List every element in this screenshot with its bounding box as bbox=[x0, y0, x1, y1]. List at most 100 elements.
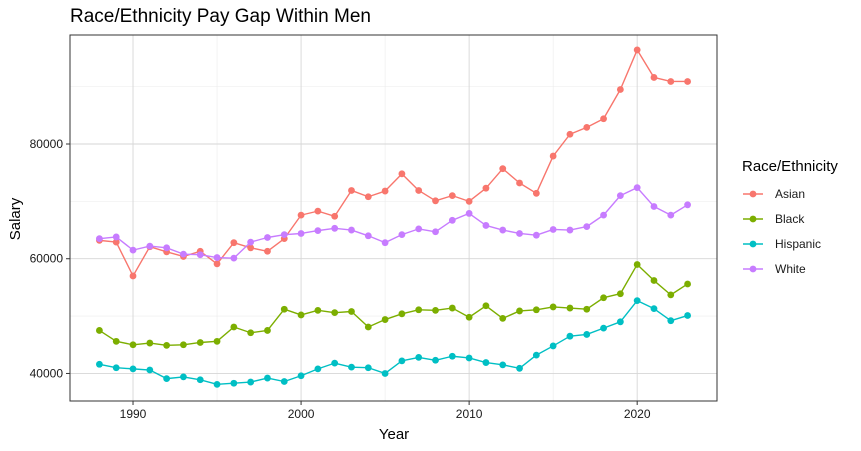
y-axis: 40000 60000 80000 bbox=[30, 137, 70, 380]
data-point-asian bbox=[398, 170, 406, 178]
data-point-white bbox=[600, 211, 607, 219]
data-point-asian bbox=[616, 86, 624, 93]
series-black bbox=[96, 261, 691, 349]
data-point-white bbox=[532, 231, 540, 239]
data-point-hispanic bbox=[549, 342, 557, 350]
data-point-asian bbox=[633, 46, 641, 54]
data-point-asian bbox=[129, 272, 137, 280]
data-point-hispanic bbox=[146, 366, 154, 374]
data-point-asian bbox=[247, 244, 255, 252]
x-axis-title: Year bbox=[379, 426, 409, 443]
data-point-asian bbox=[516, 179, 523, 187]
data-point-white bbox=[415, 225, 423, 233]
data-point-hispanic bbox=[348, 363, 355, 371]
data-point-white bbox=[364, 232, 372, 240]
legend-key-point bbox=[749, 190, 757, 198]
data-point-white bbox=[633, 184, 641, 191]
data-point-black bbox=[163, 341, 171, 349]
data-point-black bbox=[650, 277, 658, 284]
data-point-white bbox=[280, 231, 288, 239]
data-point-white bbox=[616, 192, 624, 200]
data-point-black bbox=[96, 327, 103, 334]
data-point-black bbox=[667, 291, 675, 299]
data-point-hispanic bbox=[516, 364, 523, 372]
legend-item-black: Black bbox=[743, 212, 805, 226]
data-point-black bbox=[247, 329, 255, 337]
data-point-white bbox=[432, 228, 439, 236]
grid bbox=[70, 35, 717, 401]
data-point-black bbox=[364, 323, 372, 331]
data-point-hispanic bbox=[280, 378, 288, 385]
data-point-hispanic bbox=[583, 331, 591, 338]
data-point-black bbox=[297, 311, 305, 319]
data-point-hispanic bbox=[684, 312, 691, 319]
data-point-black bbox=[213, 337, 221, 345]
data-point-asian bbox=[297, 211, 305, 219]
data-point-hispanic bbox=[650, 305, 658, 313]
data-point-asian bbox=[566, 130, 574, 138]
data-point-hispanic bbox=[314, 365, 322, 373]
data-point-black bbox=[280, 305, 288, 313]
y-tick-label: 80000 bbox=[30, 137, 64, 151]
data-point-white bbox=[499, 226, 507, 234]
data-point-black bbox=[482, 302, 490, 310]
legend-key-point bbox=[749, 240, 757, 248]
data-point-white bbox=[213, 254, 221, 261]
data-point-hispanic bbox=[448, 352, 456, 360]
data-point-hispanic bbox=[616, 318, 624, 326]
data-point-black bbox=[331, 309, 339, 317]
data-point-black bbox=[465, 313, 473, 321]
data-point-black bbox=[348, 308, 355, 315]
data-point-asian bbox=[415, 187, 423, 194]
series-line-black bbox=[99, 263, 688, 347]
legend-title: Race/Ethnicity bbox=[742, 158, 838, 175]
data-point-asian bbox=[684, 78, 691, 85]
chart-title: Race/Ethnicity Pay Gap Within Men bbox=[70, 6, 371, 27]
data-point-hispanic bbox=[398, 357, 406, 365]
legend: Race/Ethnicity Asian Black Hispanic White bbox=[742, 158, 838, 276]
data-point-black bbox=[516, 307, 523, 315]
data-point-black bbox=[415, 306, 423, 314]
data-point-asian bbox=[600, 115, 607, 123]
data-point-hispanic bbox=[297, 372, 305, 380]
data-point-hispanic bbox=[633, 297, 641, 305]
data-point-hispanic bbox=[499, 361, 507, 369]
data-point-asian bbox=[667, 78, 675, 85]
data-point-white bbox=[465, 210, 473, 217]
data-point-black bbox=[129, 341, 137, 349]
data-point-asian bbox=[583, 123, 591, 131]
series-white bbox=[96, 184, 691, 262]
y-tick-label: 40000 bbox=[30, 366, 64, 380]
legend-item-hispanic: Hispanic bbox=[743, 237, 821, 251]
data-point-white bbox=[196, 251, 204, 259]
data-point-white bbox=[650, 203, 658, 210]
data-point-hispanic bbox=[196, 376, 204, 384]
data-point-hispanic bbox=[667, 317, 675, 325]
legend-key-point bbox=[749, 215, 757, 223]
series-asian bbox=[96, 46, 691, 280]
data-point-white bbox=[331, 224, 339, 232]
data-point-asian bbox=[112, 238, 120, 246]
data-point-hispanic bbox=[96, 360, 103, 368]
data-point-white bbox=[96, 235, 103, 243]
data-point-black bbox=[180, 341, 187, 349]
data-point-asian bbox=[348, 187, 355, 194]
data-point-black bbox=[566, 304, 574, 312]
data-point-hispanic bbox=[600, 324, 607, 332]
series-layer bbox=[96, 46, 691, 388]
x-axis: 1990 2000 2010 2020 bbox=[120, 401, 651, 421]
data-point-hispanic bbox=[482, 359, 490, 366]
data-point-hispanic bbox=[129, 365, 137, 373]
data-point-black bbox=[684, 280, 691, 288]
data-point-black bbox=[633, 261, 641, 268]
data-point-black bbox=[600, 294, 607, 302]
data-point-white bbox=[180, 250, 187, 258]
data-point-white bbox=[314, 227, 322, 235]
data-point-black bbox=[448, 304, 456, 312]
data-point-white bbox=[230, 254, 238, 262]
data-point-hispanic bbox=[264, 374, 271, 382]
series-line-hispanic bbox=[99, 299, 688, 386]
data-point-asian bbox=[331, 212, 339, 220]
data-point-white bbox=[163, 244, 171, 252]
data-point-black bbox=[616, 290, 624, 298]
